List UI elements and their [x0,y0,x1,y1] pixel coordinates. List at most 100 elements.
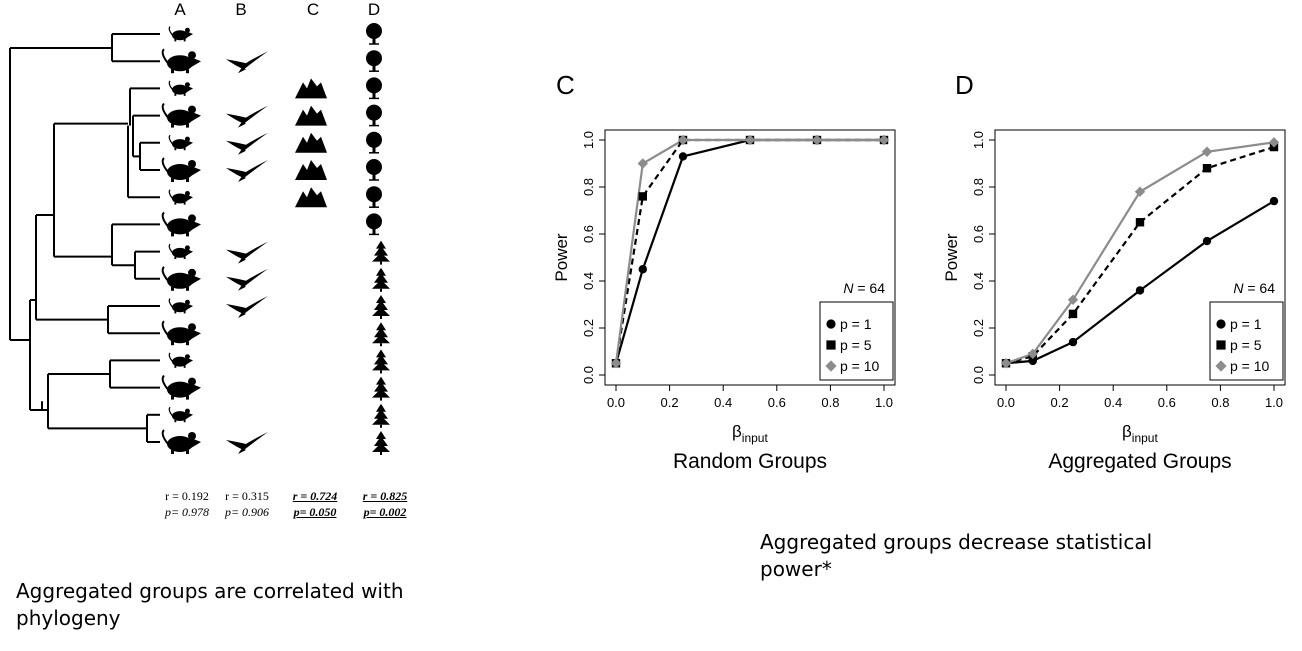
y-tick-label: 0.6 [971,225,986,243]
right-caption: Aggregated groups decrease statistical p… [760,530,1153,581]
power-chart-aggregated-groups: 0.0 0.2 0.4 0.6 0.8 1.0 0.0 0.2 0.4 0.6 0.8 1.0 Powe… [942,129,1286,473]
bird-icon [226,241,268,264]
y-tick-label: 0.0 [581,366,596,384]
y-tick-label: 0.6 [581,225,596,243]
data-point-circle [1135,286,1145,295]
data-point-square [1202,164,1212,173]
x-tick-label: 0.4 [714,395,732,410]
data-point-circle [826,319,836,329]
panel-letter-c: C [556,70,575,100]
stat-a: r = 0.192 p= 0.978 [152,488,222,520]
y-tick-label: 0.2 [971,319,986,337]
legend-label: p = 10 [840,358,880,374]
stat-a-p: p= 0.978 [164,505,210,519]
panel-letter-d: D [955,70,974,100]
mouse-large-icon [161,211,201,237]
y-tick-label: 0.4 [581,272,596,290]
y-axis-label: Power [552,233,571,282]
data-point-diamond [1201,146,1213,157]
mouse-large-icon [161,429,201,454]
legend-label: p = 1 [840,316,872,332]
bird-icon [226,160,268,182]
mouse-small-icon [168,26,194,42]
data-point-square [1135,218,1145,227]
y-tick-label: 0.8 [581,178,596,196]
mountain-icon [295,160,327,180]
chart-title: Random Groups [673,450,827,473]
column-label-d: D [367,0,381,19]
data-point-circle [1202,236,1212,246]
data-point-diamond [637,158,648,169]
data-point-square [1216,340,1226,350]
legend: p = 1 p = 5 p = 10 [1209,301,1284,381]
stat-d-p: p= 0.002 [363,505,407,519]
legend-label: p = 10 [1230,358,1270,374]
mountain-icon [295,105,327,126]
round-tree-icon [366,77,382,100]
stat-c-p: p= 0.050 [293,505,337,519]
chart-title: Aggregated Groups [1048,450,1231,473]
column-label-a: A [174,0,186,19]
sample-size-annotation: N = 64 [843,280,885,296]
legend-label: p = 1 [1230,316,1262,332]
x-tick-label: 0.2 [1051,395,1069,410]
data-point-circle [638,265,647,274]
x-tick-label: 0.2 [661,395,679,410]
trait-icons [161,23,390,455]
mouse-small-icon [168,352,194,368]
data-point-square [638,192,647,201]
x-axis-label: βinput [732,422,768,445]
conifer-tree-icon [372,403,390,428]
x-tick-label: 0.6 [768,395,786,410]
data-point-diamond [677,134,689,146]
conifer-tree-icon [372,295,390,319]
left-caption: Aggregated groups are correlated with ph… [16,579,404,630]
data-point-diamond [1000,358,1012,369]
stat-c: r = 0.724 p= 0.050 [280,488,350,520]
mouse-large-icon [161,374,201,400]
mountain-icon [295,132,327,153]
plot-frame [994,129,1286,386]
bird-icon [226,268,268,291]
legend-label: p = 5 [840,337,872,353]
bird-icon [226,296,268,318]
stat-c-r: r = 0.724 [292,489,338,503]
round-tree-icon [366,186,382,208]
stat-d-r: r = 0.825 [362,489,408,503]
round-tree-icon [366,104,382,127]
y-tick-label: 0.0 [971,366,986,384]
data-point-circle [1269,196,1279,206]
plot-frame [604,129,896,386]
conifer-tree-icon [372,376,390,401]
data-point-square [826,340,836,350]
y-tick-label: 1.0 [581,131,596,149]
data-point-circle [1216,319,1226,329]
phylogenetic-tree [9,33,160,443]
conifer-tree-icon [372,349,390,374]
y-tick-label: 0.4 [971,272,986,290]
column-label-b: B [235,0,247,19]
mouse-small-icon [168,189,194,205]
mouse-small-icon [168,134,194,151]
conifer-tree-icon [372,267,390,292]
x-tick-label: 0.8 [821,395,839,410]
data-point-diamond [1067,294,1079,305]
stat-d: r = 0.825 p= 0.002 [350,488,420,520]
phylogeny-figure [9,23,390,455]
x-tick-label: 0.0 [607,395,625,410]
data-point-circle [678,152,688,161]
round-tree-icon [366,159,382,181]
stat-b: r = 0.315 p= 0.906 [212,488,282,520]
bird-icon [226,51,268,74]
x-tick-label: 1.0 [1265,395,1283,410]
y-tick-label: 0.8 [971,178,986,196]
legend-label: p = 5 [1230,337,1262,353]
mouse-small-icon [168,298,194,314]
data-point-diamond [825,360,837,372]
round-tree-icon [366,131,382,154]
y-axis-label: Power [942,233,961,282]
conifer-tree-icon [372,240,390,265]
data-point-diamond [610,358,622,369]
mouse-small-icon [168,80,194,96]
x-tick-label: 0.0 [997,395,1015,410]
